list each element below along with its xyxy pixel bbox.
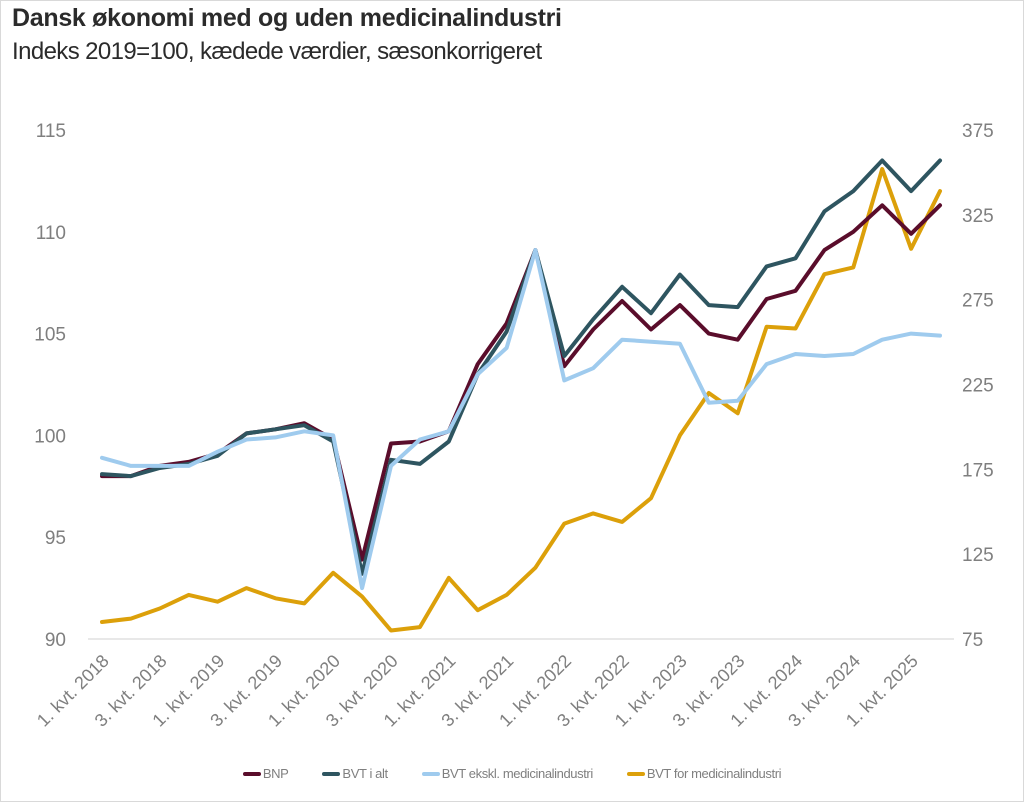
series-group bbox=[100, 158, 942, 633]
series-line-bnp bbox=[100, 203, 942, 562]
legend-swatch bbox=[242, 771, 261, 776]
y-right-tick-label: 325 bbox=[962, 206, 994, 227]
legend-item: BVT for medicinalindustri bbox=[626, 766, 782, 781]
chart-subtitle: Indeks 2019=100, kædede værdier, sæsonko… bbox=[12, 38, 542, 65]
legend-swatch bbox=[322, 771, 341, 776]
y-right-tick-label: 175 bbox=[962, 460, 994, 481]
y-left-tick-label: 100 bbox=[34, 426, 66, 447]
legend-label: BVT i alt bbox=[342, 766, 388, 781]
y-axis-right: 75 125 175 225 275 325 375 bbox=[962, 121, 994, 651]
legend-swatch bbox=[626, 771, 645, 776]
legend-label: BVT ekskl. medicinalindustri bbox=[441, 766, 594, 781]
y-right-tick-label: 375 bbox=[962, 121, 994, 142]
series-line-bvt-for-medicinalindustri bbox=[100, 167, 942, 633]
series-line-bvt-ekskl-medicinalindustri bbox=[100, 248, 942, 591]
y-left-tick-label: 105 bbox=[34, 325, 66, 346]
y-axis-left: 90 95 100 105 110 115 bbox=[34, 121, 66, 651]
y-left-tick-label: 90 bbox=[45, 630, 66, 651]
legend-label: BVT for medicinalindustri bbox=[646, 766, 782, 781]
y-left-tick-label: 110 bbox=[36, 223, 66, 244]
legend-label: BNP bbox=[262, 766, 289, 781]
legend-swatch bbox=[421, 771, 440, 776]
y-right-tick-label: 225 bbox=[962, 376, 994, 397]
y-left-tick-label: 95 bbox=[45, 528, 66, 549]
legend-item: BVT ekskl. medicinalindustri bbox=[421, 766, 594, 781]
legend-item: BNP bbox=[242, 766, 289, 781]
legend: BNP BVT i alt BVT ekskl. medicinalindustri… bbox=[0, 766, 1024, 781]
y-left-tick-label: 115 bbox=[36, 121, 66, 142]
y-right-tick-label: 275 bbox=[962, 291, 994, 312]
y-right-tick-label: 125 bbox=[962, 545, 994, 566]
y-right-tick-label: 75 bbox=[962, 630, 983, 651]
legend-item: BVT i alt bbox=[322, 766, 388, 781]
chart-title: Dansk økonomi med og uden medicinalindus… bbox=[12, 4, 562, 32]
series-line-bvt-i-alt bbox=[100, 158, 942, 576]
